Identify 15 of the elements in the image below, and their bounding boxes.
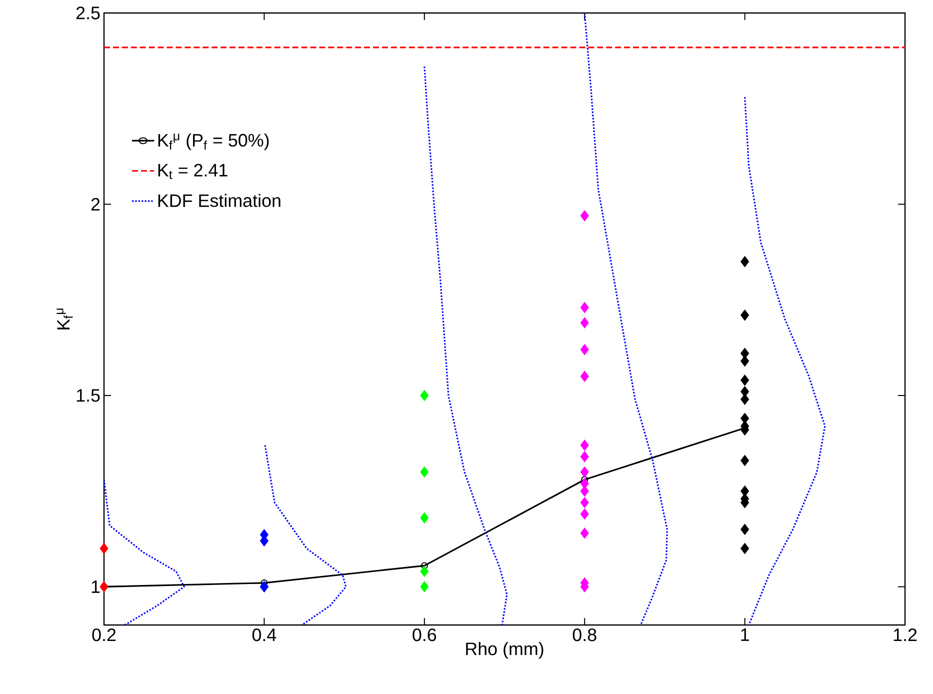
x-tick-label: 0.8 <box>572 628 596 642</box>
y-tick-label: 1.5 <box>76 389 100 402</box>
y-tick-label: 2 <box>91 198 100 210</box>
x-tick-label: 0.4 <box>252 628 276 642</box>
x-axis-title: Rho (mm) <box>466 642 544 659</box>
y-tick-label: 1 <box>92 580 100 593</box>
y-axis-title: K$_{f}$μ <box>56 308 73 330</box>
x-tick-label: 0.6 <box>412 628 436 642</box>
x-tick-label: 1 <box>741 628 749 641</box>
x-tick-label: 1.2 <box>894 628 917 642</box>
legend-label: KDF Estimation <box>158 194 280 207</box>
legend-label: K$_{f}$$^{μ}$ (P$_{f}$ = 50%) <box>158 133 269 150</box>
y-tick-label: 2.5 <box>76 6 100 20</box>
x-tick-label: 0.2 <box>92 628 116 642</box>
legend-label: K$_{t}$ = 2.41 <box>158 164 228 180</box>
